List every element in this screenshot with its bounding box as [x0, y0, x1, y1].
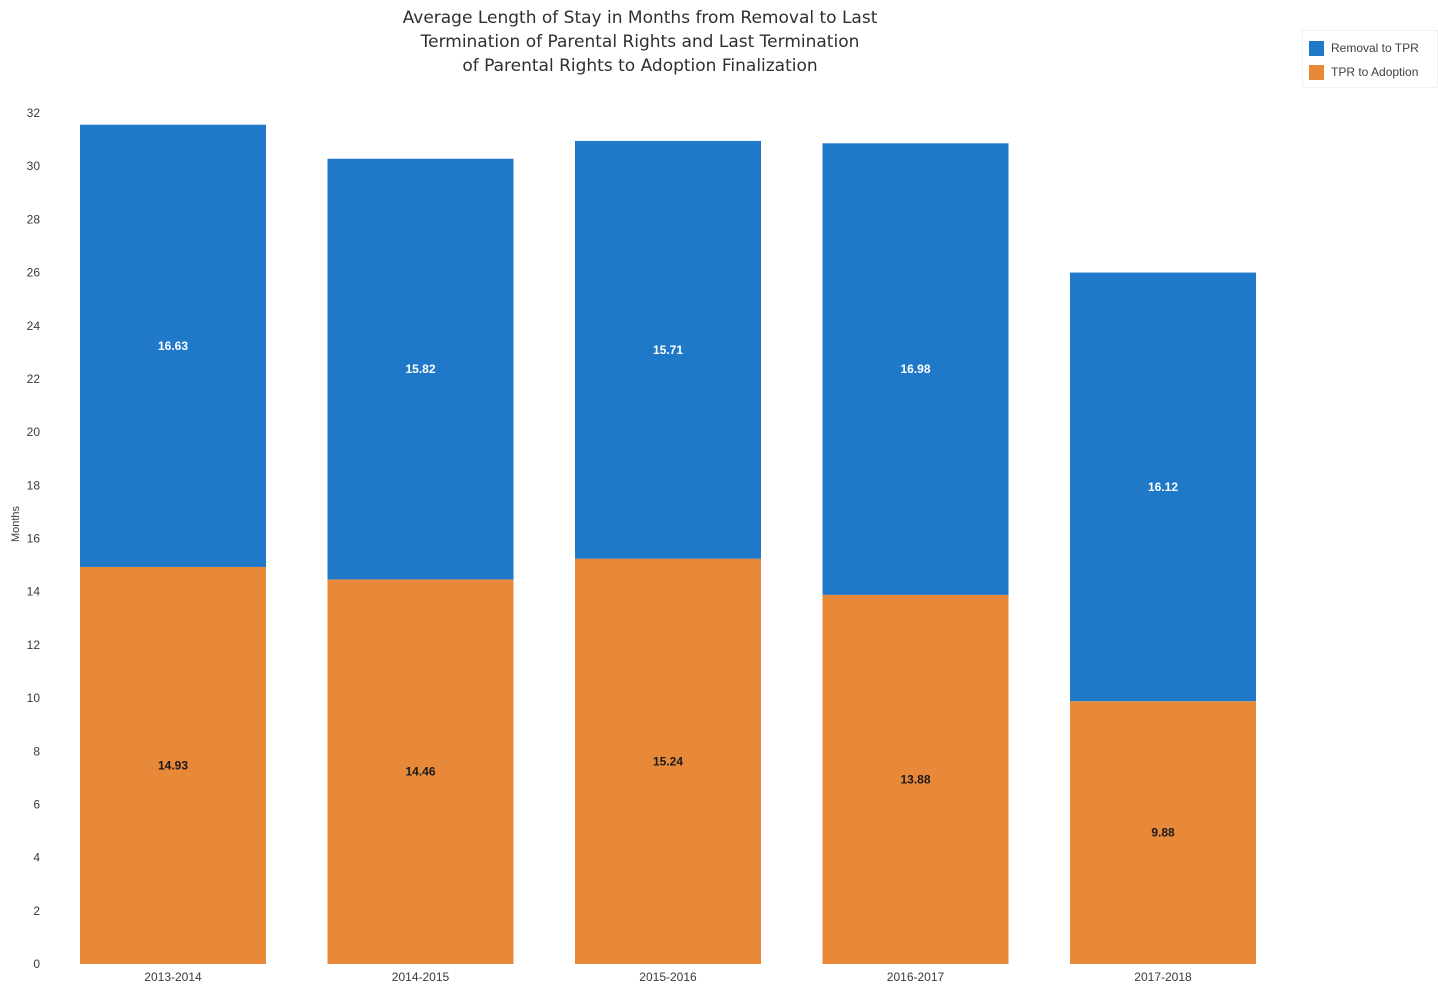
bar-segment-removal-to-tpr-2013-2014 [80, 124, 266, 567]
bar-segment-removal-to-tpr-2015-2016 [575, 140, 761, 559]
y-tick-label: 18 [27, 478, 41, 492]
chart-legend: Removal to TPR TPR to Adoption [1302, 30, 1438, 88]
bar-segment-tpr-to-adoption-2014-2015 [327, 579, 514, 964]
bar-value-label-tpr-to-adoption-2015-2016: 15.24 [653, 754, 683, 768]
bar-value-label-removal-to-tpr-2014-2015: 15.82 [405, 362, 435, 376]
chart-title-line-2: Termination of Parental Rights and Last … [420, 32, 860, 52]
x-tick-label-2017-2018: 2017-2018 [1134, 970, 1192, 984]
y-tick-label: 22 [27, 372, 41, 386]
bars: 14.93 16.63 14.46 15.82 15.24 15.71 13.88 16.98… [80, 124, 1256, 964]
y-tick-label: 8 [33, 744, 40, 758]
chart-title: Average Length of Stay in Months from Re… [330, 6, 950, 78]
y-tick-label: 2 [33, 904, 40, 918]
legend-swatch-tpr-to-adoption [1309, 64, 1324, 80]
y-tick-label: 26 [27, 266, 41, 280]
bar-value-label-removal-to-tpr-2015-2016: 15.71 [653, 343, 683, 357]
bar-value-label-tpr-to-adoption-2017-2018: 9.88 [1151, 826, 1175, 840]
y-tick-label: 0 [33, 957, 40, 971]
bar-segment-removal-to-tpr-2014-2015 [327, 158, 514, 580]
y-tick-label: 12 [27, 638, 41, 652]
y-tick-label: 10 [27, 691, 41, 705]
legend-label-removal-to-tpr: Removal to TPR [1331, 41, 1419, 55]
bar-value-label-removal-to-tpr-2016-2017: 16.98 [900, 362, 930, 376]
y-tick-label: 16 [27, 532, 41, 546]
y-tick-label: 32 [27, 106, 41, 120]
x-tick-label-2013-2014: 2013-2014 [144, 970, 202, 984]
bar-segment-tpr-to-adoption-2013-2014 [80, 566, 266, 964]
chart-title-line-1: Average Length of Stay in Months from Re… [402, 8, 878, 28]
y-tick-label: 6 [33, 797, 40, 811]
y-axis-title: Months [10, 505, 22, 542]
y-tick-label: 4 [33, 851, 40, 865]
bar-segment-removal-to-tpr-2017-2018 [1070, 272, 1256, 702]
chart-title-line-3: of Parental Rights to Adoption Finalizat… [462, 56, 818, 76]
y-tick-label: 28 [27, 212, 41, 226]
bar-value-label-removal-to-tpr-2013-2014: 16.63 [158, 339, 188, 353]
bar-segment-tpr-to-adoption-2015-2016 [575, 558, 761, 964]
x-tick-label-2014-2015: 2014-2015 [392, 970, 450, 984]
legend-item-removal-to-tpr: Removal to TPR [1309, 39, 1419, 57]
x-axis: 2013-2014 2014-2015 2015-2016 2016-2017 2017… [144, 970, 1192, 984]
bar-value-label-tpr-to-adoption-2014-2015: 14.46 [405, 765, 435, 779]
bar-value-label-tpr-to-adoption-2013-2014: 14.93 [158, 758, 188, 772]
y-tick-label: 30 [27, 159, 41, 173]
legend-label-tpr-to-adoption: TPR to Adoption [1331, 65, 1419, 79]
y-tick-label: 20 [27, 425, 41, 439]
bar-value-label-tpr-to-adoption-2016-2017: 13.88 [900, 772, 930, 786]
y-tick-label: 14 [27, 585, 41, 599]
legend-swatch-removal-to-tpr [1309, 40, 1324, 56]
x-tick-label-2015-2016: 2015-2016 [639, 970, 697, 984]
bar-segment-tpr-to-adoption-2017-2018 [1070, 701, 1256, 964]
bar-value-label-removal-to-tpr-2017-2018: 16.12 [1148, 480, 1178, 494]
x-tick-label-2016-2017: 2016-2017 [887, 970, 945, 984]
bar-segment-removal-to-tpr-2016-2017 [822, 143, 1009, 595]
legend-item-tpr-to-adoption: TPR to Adoption [1309, 63, 1418, 81]
bar-segment-tpr-to-adoption-2016-2017 [822, 594, 1009, 964]
y-tick-label: 24 [27, 319, 41, 333]
